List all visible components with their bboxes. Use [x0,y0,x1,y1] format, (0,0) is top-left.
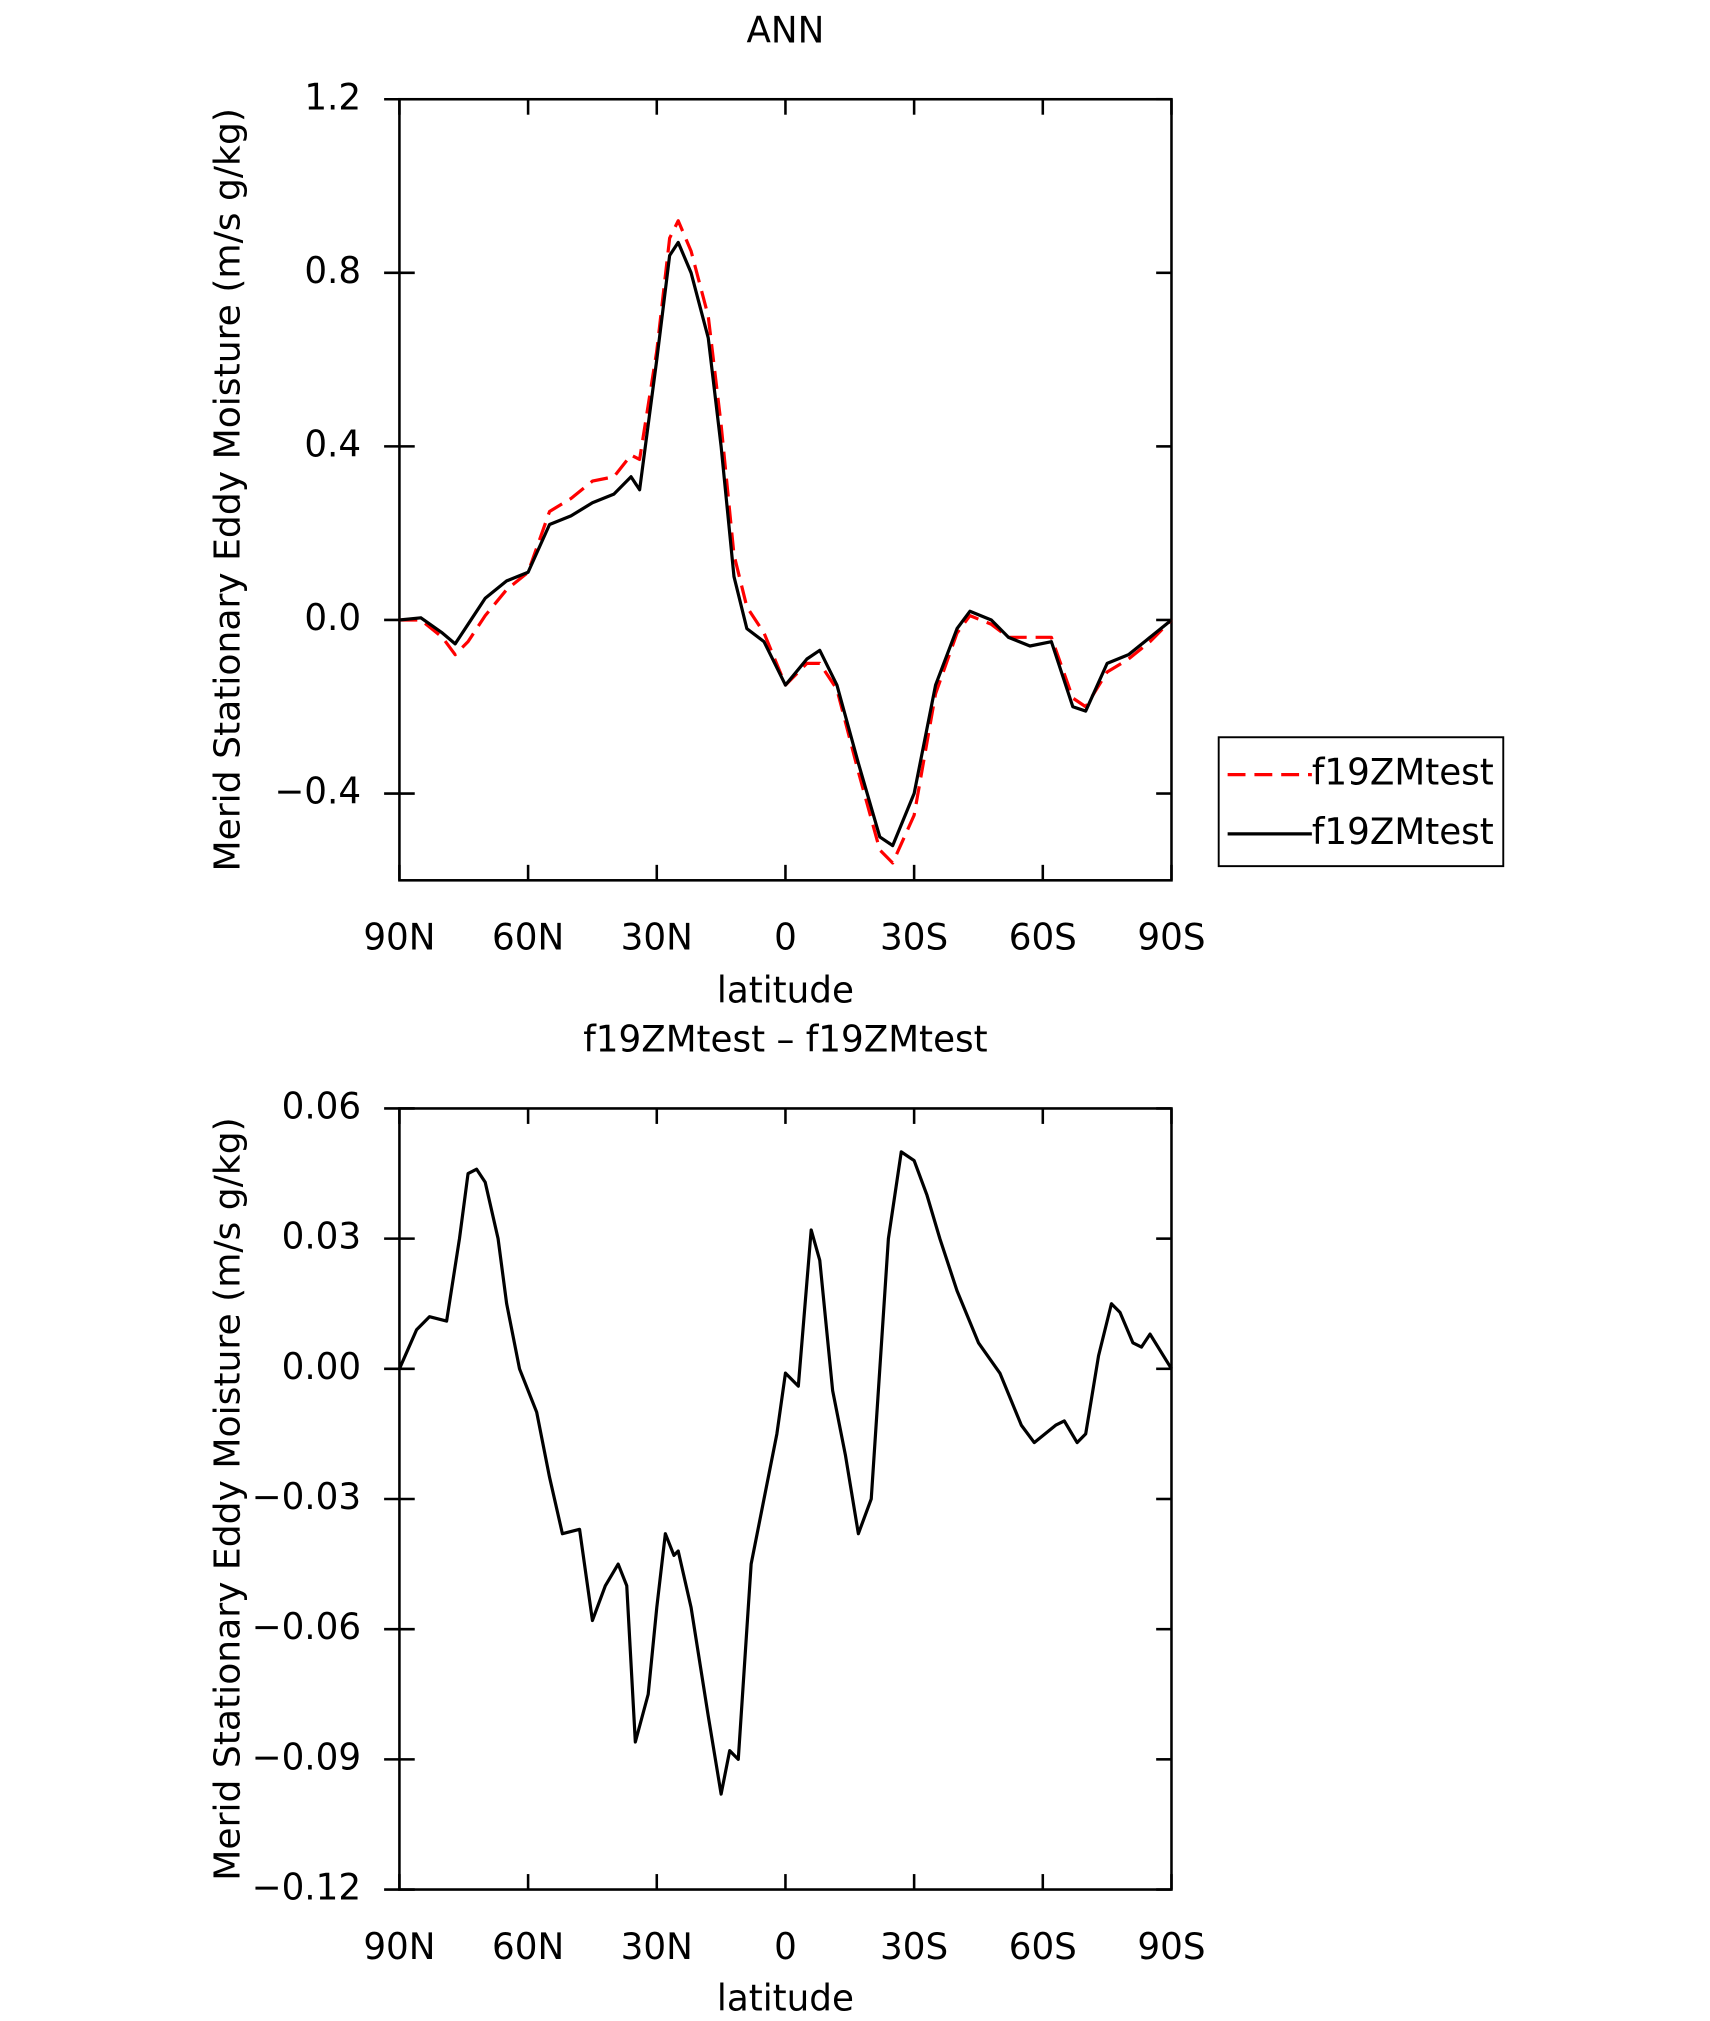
x-tick-label: 90S [1137,918,1205,959]
y-tick-label: −0.06 [252,1607,361,1648]
plot-frame [398,97,1173,882]
x-tick-label: 60S [1009,918,1077,959]
y-tick-label: −0.03 [252,1477,361,1518]
x-tick-label: 60S [1009,1927,1077,1968]
legend-label: f19ZMtest [1312,812,1494,853]
x-axis-label: latitude [717,1978,854,2019]
chart-title: f19ZMtest – f19ZMtest [583,1019,987,1060]
y-axis-label: Merid Stationary Eddy Moisture (m/s g/kg… [208,1117,249,1880]
y-tick-label: 0.06 [282,1086,362,1127]
y-tick-label: 0.8 [304,251,361,292]
y-tick-label: 1.2 [304,77,361,118]
data-line [399,240,1173,848]
y-axis-label: Merid Stationary Eddy Moisture (m/s g/kg… [208,108,249,871]
x-tick-label: 30N [621,918,693,959]
y-tick-label: 0.00 [282,1347,362,1388]
x-tick-label: 60N [492,1927,564,1968]
legend-label: f19ZMtest [1312,753,1494,794]
x-tick-label: 60N [492,918,564,959]
chart-title: ANN [746,10,824,51]
y-tick-label: −0.09 [252,1737,361,1778]
x-axis-label: latitude [717,970,854,1011]
x-tick-label: 90S [1137,1927,1205,1968]
x-tick-label: 90N [363,1927,435,1968]
x-tick-label: 0 [774,918,797,959]
x-tick-label: 30N [621,1927,693,1968]
x-tick-label: 30S [880,918,948,959]
legend-frame [1217,736,1505,868]
data-line [399,219,1173,865]
x-tick-label: 0 [774,1927,797,1968]
y-tick-label: 0.03 [282,1217,362,1258]
y-tick-label: 0.4 [304,424,361,465]
legend: f19ZMtest f19ZMtest [1217,736,1505,868]
data-line [397,1150,1173,1796]
plot-frame [398,1107,1173,1891]
y-tick-label: −0.4 [274,771,361,812]
y-tick-label: −0.12 [252,1867,361,1908]
x-tick-label: 30S [880,1927,948,1968]
x-tick-label: 90N [363,918,435,959]
y-tick-label: 0.0 [304,598,361,639]
